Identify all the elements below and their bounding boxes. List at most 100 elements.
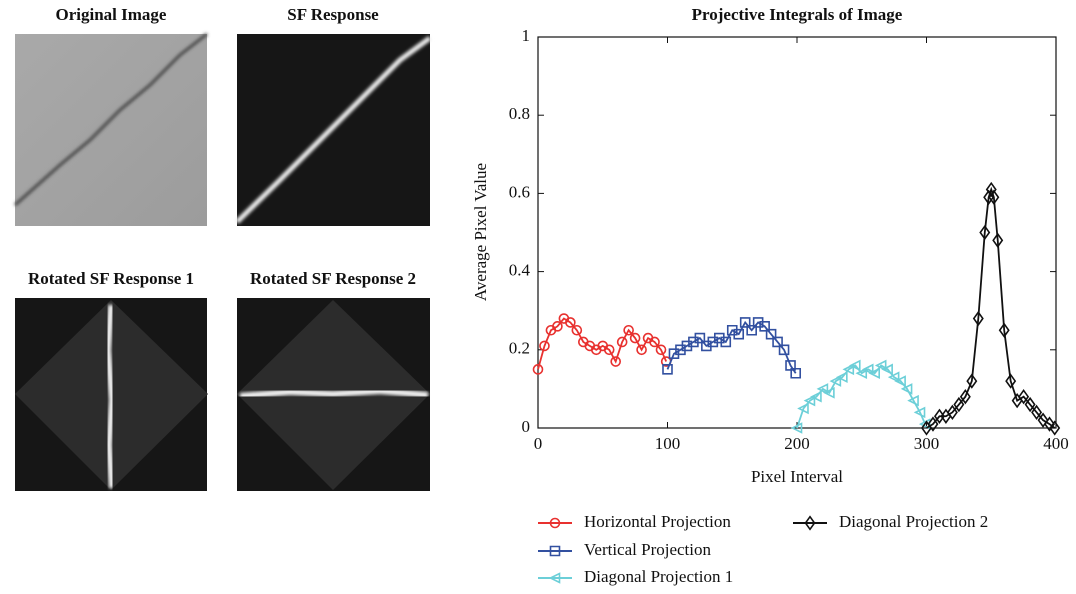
image-panel: Rotated SF Response 1 xyxy=(15,269,208,491)
legend-label: Horizontal Projection xyxy=(584,512,731,531)
data-point xyxy=(894,375,906,387)
data-point xyxy=(868,367,881,380)
data-point xyxy=(1049,420,1061,436)
data-point xyxy=(900,383,913,395)
data-point xyxy=(927,416,939,432)
data-point xyxy=(1037,412,1049,428)
data-point xyxy=(616,336,628,348)
data-point xyxy=(979,224,991,241)
data-point xyxy=(861,363,874,376)
legend-label: Diagonal Projection 1 xyxy=(584,567,733,586)
data-point xyxy=(539,340,550,352)
data-point xyxy=(803,394,816,407)
data-point xyxy=(1005,373,1017,389)
data-point xyxy=(733,328,745,340)
data-point xyxy=(874,359,887,372)
data-point xyxy=(739,317,751,328)
image-title: SF Response xyxy=(287,5,379,24)
data-point xyxy=(629,332,641,344)
legend-marker xyxy=(548,572,561,584)
data-point xyxy=(829,375,842,387)
data-point xyxy=(988,189,1000,205)
data-point xyxy=(887,371,900,383)
image-title: Rotated SF Response 1 xyxy=(28,269,194,288)
data-point xyxy=(649,336,660,348)
data-point xyxy=(836,371,848,383)
data-point xyxy=(1031,404,1043,421)
data-point xyxy=(848,359,861,372)
data-point xyxy=(992,232,1004,248)
legend-marker xyxy=(804,515,816,531)
data-point xyxy=(1018,389,1030,405)
y-tick-label: 1 xyxy=(522,26,531,45)
image-panel: SF Response xyxy=(235,5,432,226)
x-tick-label: 100 xyxy=(655,434,681,453)
legend-label: Diagonal Projection 2 xyxy=(839,512,988,531)
data-point xyxy=(953,396,965,413)
y-tick-label: 0 xyxy=(522,417,531,436)
x-axis-label: Pixel Interval xyxy=(751,467,843,486)
data-point xyxy=(532,364,544,375)
x-tick-label: 300 xyxy=(914,434,940,453)
image-panel: Rotated SF Response 2 xyxy=(237,269,430,491)
y-tick-label: 0.8 xyxy=(509,104,530,123)
x-tick-label: 200 xyxy=(784,434,810,453)
data-point xyxy=(759,321,770,332)
data-point xyxy=(998,322,1010,338)
y-tick-label: 0.4 xyxy=(509,261,531,280)
image-title: Original Image xyxy=(56,5,167,24)
series-line xyxy=(537,317,668,370)
data-point xyxy=(603,344,615,356)
data-point xyxy=(662,364,673,375)
image-title: Rotated SF Response 2 xyxy=(250,269,416,288)
data-point xyxy=(790,367,802,379)
data-point xyxy=(810,390,822,403)
series-line xyxy=(666,320,797,374)
data-point xyxy=(752,317,764,328)
y-axis-label: Average Pixel Value xyxy=(471,163,490,301)
data-point xyxy=(790,422,803,434)
data-point xyxy=(816,383,829,395)
data-point xyxy=(623,324,634,336)
data-point xyxy=(966,373,978,389)
data-point xyxy=(842,363,855,376)
chart: Projective Integrals of Image Pixel Inte… xyxy=(471,5,1069,586)
legend-label: Vertical Projection xyxy=(584,540,711,559)
data-point xyxy=(907,394,919,407)
y-tick-label: 0.2 xyxy=(509,339,530,358)
data-point xyxy=(610,356,622,367)
data-point xyxy=(881,363,893,376)
data-point xyxy=(855,367,868,380)
data-point xyxy=(571,324,583,336)
legend-marker xyxy=(549,517,561,529)
data-point xyxy=(797,402,809,415)
data-point xyxy=(713,332,725,344)
legend: Horizontal Projection Vertical Projection… xyxy=(538,512,988,586)
data-point xyxy=(823,387,835,399)
data-point xyxy=(720,336,732,348)
data-point xyxy=(765,328,777,340)
data-point xyxy=(694,332,706,344)
data-point xyxy=(726,324,738,336)
image-panel: Original Image xyxy=(14,5,208,226)
data-point xyxy=(959,389,971,405)
data-point xyxy=(946,404,958,421)
data-point xyxy=(655,344,667,356)
y-tick-label: 0.6 xyxy=(509,182,530,201)
data-point xyxy=(918,418,931,430)
data-point xyxy=(913,406,926,419)
x-tick-label: 400 xyxy=(1043,434,1069,453)
data-point xyxy=(636,344,647,356)
series-line xyxy=(926,186,1056,429)
data-point xyxy=(1024,396,1036,413)
data-point xyxy=(785,360,796,371)
x-tick-label: 0 xyxy=(534,434,543,453)
data-point xyxy=(552,321,563,332)
data-point xyxy=(565,317,576,328)
legend-marker xyxy=(549,545,561,557)
chart-title: Projective Integrals of Image xyxy=(692,5,903,24)
data-point xyxy=(772,336,783,348)
data-point xyxy=(778,344,790,356)
data-point xyxy=(972,310,984,327)
data-point xyxy=(1044,416,1056,432)
